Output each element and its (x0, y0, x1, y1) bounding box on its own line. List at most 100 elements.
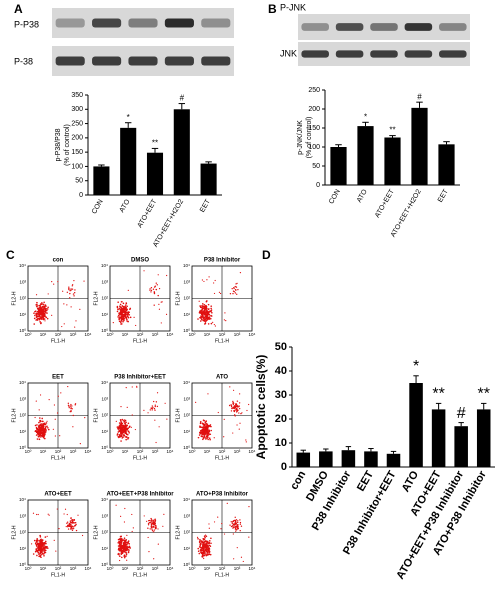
dot (38, 314, 41, 316)
y-axis-label: (% of control) (64, 124, 71, 166)
x-tick-label: 10⁰ (25, 566, 32, 571)
dot (207, 541, 209, 544)
x-tick-label: EET (355, 469, 376, 494)
dot (35, 434, 38, 436)
dot (164, 402, 166, 404)
bar (384, 137, 401, 185)
dot (125, 304, 127, 306)
y-tick-label: 10⁴ (101, 497, 108, 502)
dot (203, 419, 206, 422)
dot (152, 400, 155, 403)
dot (44, 545, 46, 548)
dot (118, 549, 121, 552)
dot (197, 537, 199, 540)
dot (129, 316, 132, 319)
dot (218, 291, 221, 293)
dot (115, 420, 117, 422)
x-tick-label: 10³ (234, 566, 241, 571)
dot (35, 541, 37, 544)
dot (123, 521, 126, 523)
blot-band (92, 18, 122, 28)
y-tick-label: 150 (308, 125, 320, 132)
dot (205, 304, 207, 307)
dot (229, 386, 231, 388)
dot (203, 280, 205, 283)
dot (120, 515, 122, 517)
bar (296, 452, 311, 467)
dot (36, 537, 38, 540)
dot (67, 402, 70, 404)
y-tick-label: 10³ (19, 279, 26, 284)
dot (79, 308, 81, 310)
dot (70, 523, 72, 525)
dot (234, 521, 237, 523)
x-tick-label: ATO+EET+H2O2 (152, 198, 185, 248)
dot (47, 426, 49, 429)
blot-band (404, 50, 433, 58)
x-tick-label: EET (199, 198, 212, 214)
dot (232, 520, 235, 522)
dot (207, 549, 209, 552)
dot (202, 550, 205, 553)
dot (122, 320, 124, 323)
dot (121, 318, 124, 321)
dot (234, 516, 236, 518)
dot (204, 431, 206, 434)
dot (198, 431, 201, 434)
dot (123, 419, 126, 421)
dot (117, 553, 119, 555)
y-tick-label: 10³ (19, 513, 26, 518)
y-tick-label: 10² (19, 296, 26, 301)
dot (41, 544, 44, 546)
dot (64, 508, 67, 510)
dot (37, 435, 40, 438)
dot (112, 322, 114, 324)
x-tick-label: 10² (219, 449, 226, 454)
dot (70, 403, 72, 406)
dot (124, 314, 127, 317)
dot (200, 547, 203, 549)
dot (200, 317, 202, 320)
blot-band (301, 23, 329, 31)
dot (128, 432, 130, 434)
dot (238, 405, 240, 407)
blot-label: JNK (280, 48, 297, 58)
dot (45, 429, 47, 431)
dot (124, 544, 127, 547)
x-axis-label: FL1-H (215, 338, 229, 344)
dot (199, 422, 202, 425)
dot (206, 423, 208, 425)
dot (71, 529, 74, 532)
dot (120, 552, 123, 554)
dot (37, 313, 39, 315)
dot (231, 521, 234, 523)
dot (126, 318, 128, 320)
dot (205, 420, 207, 422)
dot (238, 412, 240, 414)
bar (409, 383, 423, 467)
dot (39, 321, 41, 323)
blot-band (164, 18, 194, 28)
dot (68, 524, 70, 527)
dot (122, 426, 124, 428)
dot (150, 291, 152, 293)
dot (239, 519, 241, 521)
dot (246, 409, 248, 412)
dot (61, 325, 63, 328)
dot (148, 519, 151, 522)
dot (136, 386, 138, 388)
dot (199, 421, 202, 423)
dot (207, 303, 210, 306)
dot (43, 433, 45, 436)
dot (236, 410, 239, 412)
dot (36, 547, 39, 549)
dot (74, 522, 77, 524)
y-tick-label: 300 (71, 106, 83, 113)
dot (119, 305, 121, 308)
x-tick-label: 10² (55, 566, 62, 571)
dot (120, 427, 123, 429)
dot (41, 315, 43, 318)
dot (235, 403, 237, 406)
dot (200, 306, 203, 309)
y-tick-label: 10¹ (19, 546, 26, 551)
